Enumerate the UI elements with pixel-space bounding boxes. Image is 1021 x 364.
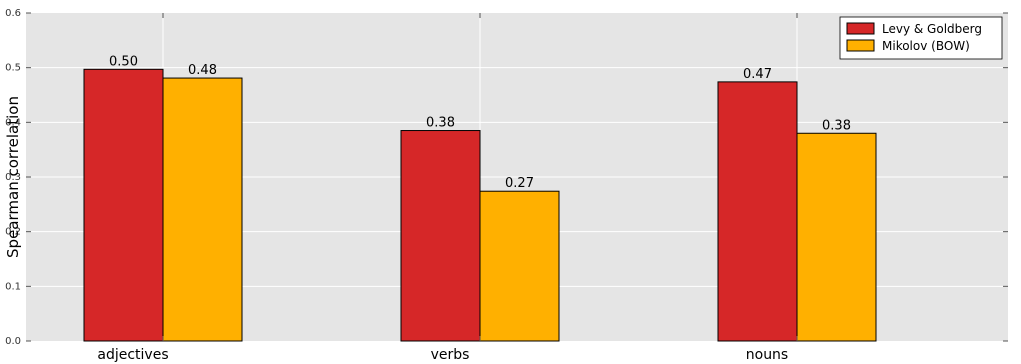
category-label: adjectives	[97, 347, 168, 363]
bar-adjectives-series-2	[162, 77, 243, 342]
y-tick-label: 0.5	[5, 63, 21, 74]
y-tick-label: 0.0	[5, 336, 21, 347]
y-tick-label: 0.2	[5, 227, 21, 238]
bar-verbs-series-2	[479, 190, 560, 342]
y-tick-label: 0.1	[5, 281, 21, 292]
category-label: verbs	[431, 347, 470, 363]
legend: Levy & Goldberg Mikolov (BOW)	[839, 16, 1003, 60]
y-axis-title: Spearman correlation	[4, 96, 22, 258]
legend-swatch	[846, 22, 875, 35]
bar-value-label: 0.47	[743, 67, 772, 82]
y-tick-label: 0.4	[5, 117, 21, 128]
y-tick-label: 0.6	[5, 8, 21, 19]
bar-value-label: 0.50	[109, 54, 138, 69]
bar-value-label: 0.48	[188, 63, 217, 78]
legend-label: Levy & Goldberg	[882, 22, 982, 36]
bar-value-labels: 0.50 0.38 0.47 0.48 0.27 0.38	[109, 54, 851, 191]
bar-value-label: 0.38	[822, 118, 851, 133]
legend-label: Mikolov (BOW)	[882, 39, 970, 53]
x-axis-ticks: adjectives verbs nouns	[97, 13, 798, 363]
bars	[83, 68, 877, 342]
y-axis-ticks: 0.0 0.1 0.2 0.3 0.4 0.5 0.6	[5, 8, 1008, 347]
category-label: nouns	[746, 347, 788, 363]
bar-verbs-series-1	[400, 130, 481, 342]
bar-value-label: 0.38	[426, 116, 455, 131]
legend-swatch	[846, 39, 875, 52]
bar-nouns-series-1	[717, 81, 798, 342]
bar-adjectives-series-1	[83, 68, 164, 342]
y-tick-label: 0.3	[5, 172, 21, 183]
bar-value-label: 0.27	[505, 176, 534, 191]
bar-nouns-series-2	[796, 132, 877, 342]
